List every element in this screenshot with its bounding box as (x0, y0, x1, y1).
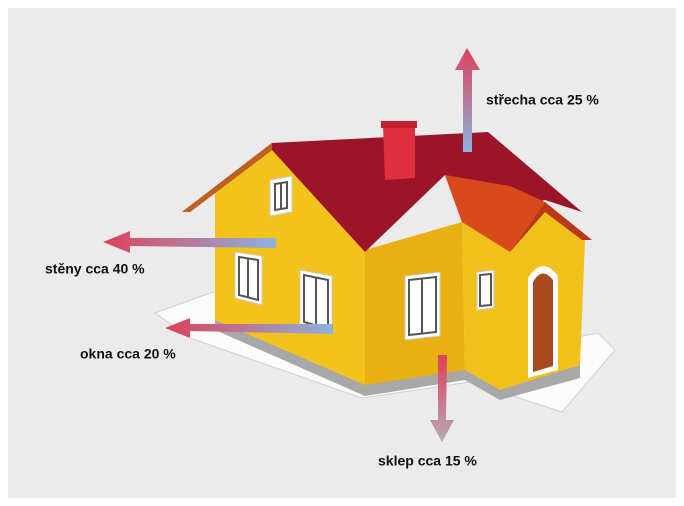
chimney (383, 125, 415, 180)
arrow-basement (430, 355, 454, 442)
chimney-cap (381, 121, 417, 128)
plinth (215, 318, 580, 400)
door (533, 273, 553, 372)
roof-wing (445, 175, 545, 252)
roof-edge (182, 143, 272, 212)
label-walls: stěny cca 40 % (45, 261, 145, 277)
label-basement: sklep cca 15 % (378, 453, 477, 469)
label-windows: okna cca 20 % (80, 346, 176, 362)
roof (182, 132, 582, 252)
label-roof: střecha cca 25 % (486, 92, 599, 108)
roof-wing-edge (510, 202, 592, 252)
arrow-walls (103, 231, 276, 253)
windows (234, 175, 495, 341)
arrow-windows (165, 318, 333, 338)
arrow-roof (455, 48, 480, 152)
